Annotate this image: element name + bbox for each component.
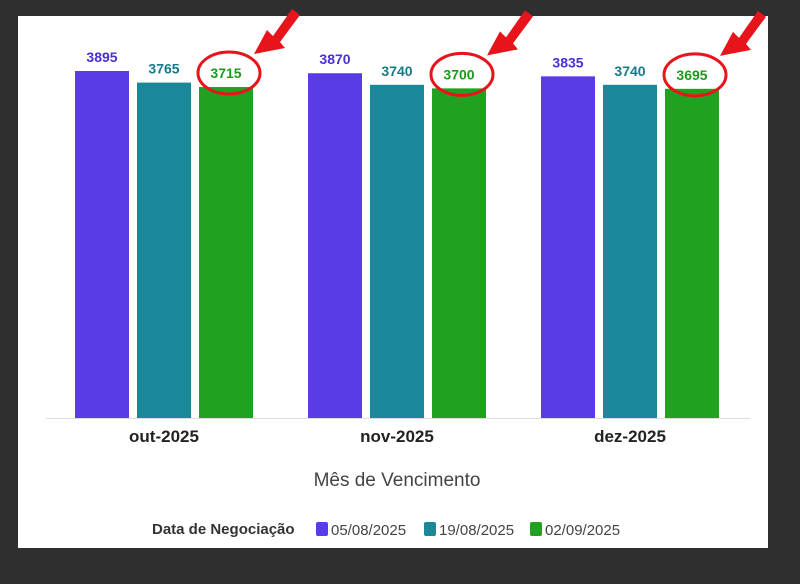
bar (75, 71, 129, 418)
highlight-arrow (254, 9, 300, 55)
bar (665, 88, 719, 418)
legend-label: 19/08/2025 (439, 522, 514, 539)
value-labels-layer: 3895 3765 3715 3870 3740 3700 3835 3740 3695 (86, 49, 707, 83)
bar (541, 76, 595, 419)
legend: Data de Negociação 05/08/2025 19/08/2025 0… (152, 521, 620, 539)
legend-swatch (316, 522, 328, 536)
highlight-circle (429, 51, 495, 97)
bar (137, 82, 191, 418)
bar (603, 84, 657, 419)
x-axis-title: Mês de Vencimento (314, 470, 481, 491)
category-labels-layer: out-2025 nov-2025 dez-2025 (129, 427, 666, 446)
annotations-layer (196, 9, 766, 98)
value-label: 3740 (614, 63, 645, 79)
value-label: 3715 (210, 65, 241, 81)
bar (308, 73, 362, 419)
legend-title: Data de Negociação (152, 521, 295, 538)
legend-swatch (530, 522, 542, 536)
value-label: 3835 (552, 54, 583, 70)
bar (370, 84, 424, 419)
legend-label: 05/08/2025 (331, 522, 406, 539)
category-label: nov-2025 (360, 427, 434, 446)
value-label: 3765 (148, 61, 179, 77)
category-label: dez-2025 (594, 427, 666, 446)
category-label: out-2025 (129, 427, 199, 446)
value-label: 3895 (86, 49, 117, 65)
legend-label: 02/09/2025 (545, 522, 620, 539)
value-label: 3870 (319, 51, 350, 67)
highlight-arrow (720, 10, 766, 56)
bar (199, 87, 253, 418)
value-label: 3700 (443, 66, 474, 82)
bars-layer (75, 71, 719, 419)
legend-swatch (424, 522, 436, 536)
highlight-arrow (487, 10, 533, 56)
highlight-circle (662, 52, 728, 98)
bar (432, 88, 486, 419)
value-label: 3695 (676, 67, 707, 83)
highlight-circle (196, 50, 262, 96)
value-label: 3740 (381, 63, 412, 79)
